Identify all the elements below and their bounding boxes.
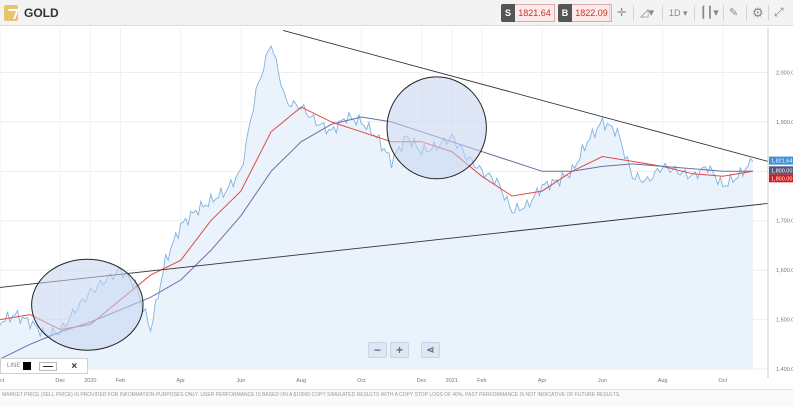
zoom-gap: [412, 342, 418, 358]
buy-price: 1822.09: [572, 4, 612, 22]
current-price-label: 1,821.64: [771, 159, 792, 165]
chart-header: GOLD S 1821.64 B 1822.09 ✛ ◿▾ 1D ▾ ┃┃▾ ✎…: [0, 0, 793, 26]
price-area: [0, 46, 753, 369]
zoom-in-button[interactable]: +: [390, 342, 409, 358]
gold-logo-icon: [4, 5, 18, 21]
zoom-out-button[interactable]: −: [368, 342, 387, 358]
current-price-badge: [769, 156, 793, 165]
toolbar-divider: [662, 5, 663, 21]
x-tick-label: Aug: [296, 378, 306, 384]
sell-price-button[interactable]: S 1821.64: [501, 4, 555, 22]
y-tick-label: 2,000.00: [776, 70, 793, 76]
share-button[interactable]: ⋖: [421, 342, 440, 358]
close-icon[interactable]: ×: [71, 360, 78, 372]
price-area-fill: [0, 46, 753, 369]
zoom-controls: − + ⋖: [368, 342, 440, 358]
x-tick-label: Dec: [55, 378, 65, 384]
sell-price: 1821.64: [515, 4, 555, 22]
upper-trendline[interactable]: [282, 30, 769, 162]
y-tick-label: 1,700.00: [776, 219, 793, 225]
chart-type-icon[interactable]: ◿▾: [640, 7, 654, 19]
chart-canvas[interactable]: 2,000.00 1,900.00 1,800.00 1,700.00 1,600.00…: [0, 26, 793, 386]
line-label: LINE: [7, 363, 21, 369]
y-tick-label: 1,900.00: [776, 120, 793, 126]
price-badge-layer: 1,821.64 1,800.00 1,800.00: [769, 156, 793, 183]
buy-tag: B: [558, 4, 572, 22]
x-tick-label: Oct: [0, 378, 5, 384]
x-tick-label: Dec: [417, 378, 427, 384]
toolbar-divider: [768, 5, 769, 21]
y-tick-label: 1,400.00: [776, 367, 793, 373]
x-tick-label: Aug: [658, 378, 668, 384]
ma-price-badge: [769, 174, 793, 183]
x-tick-label: 2020: [84, 378, 96, 384]
highlight-circle-left[interactable]: [31, 258, 144, 351]
y-tick-label: 1,600.00: [776, 268, 793, 274]
ma-slow-badge: [769, 166, 793, 175]
x-tick-label: Feb: [116, 378, 125, 384]
x-tick-label: Feb: [477, 378, 486, 384]
price-chart[interactable]: 2,000.00 1,900.00 1,800.00 1,700.00 1,600.00…: [0, 26, 793, 386]
instrument-symbol: GOLD: [24, 6, 59, 20]
toolbar-divider: [746, 5, 747, 21]
ma-price-label: 1,800.00: [771, 176, 792, 182]
crosshair-icon[interactable]: ✛: [617, 7, 627, 19]
highlight-layer[interactable]: [31, 76, 487, 351]
disclaimer-text: MARKET PRICE (SELL PRICE) IS PROVIDED FO…: [0, 389, 793, 407]
x-tick-label: Apr: [176, 378, 185, 384]
x-tick-label: Jun: [237, 378, 246, 384]
gear-icon[interactable]: ⚙: [752, 5, 764, 20]
buy-price-button[interactable]: B 1822.09: [558, 4, 612, 22]
toolbar-divider: [694, 5, 695, 21]
x-tick-label: Oct: [719, 378, 728, 384]
toolbar-divider: [633, 5, 634, 21]
toolbar-divider: [723, 5, 724, 21]
expand-icon[interactable]: ⤢: [774, 5, 784, 19]
ma-slow-label: 1,800.00: [771, 168, 792, 174]
x-tick-label: Jun: [598, 378, 607, 384]
share-icon: ⋖: [426, 344, 435, 356]
x-tick-label: Oct: [357, 378, 366, 384]
candlestick-icon[interactable]: ┃┃▾: [700, 7, 719, 19]
highlight-circle-right[interactable]: [386, 76, 487, 180]
drawing-tools-icon[interactable]: ✎: [729, 7, 739, 19]
interval-label: 1D: [669, 8, 681, 18]
sell-tag: S: [501, 4, 515, 22]
line-style-panel: LINE ×: [0, 358, 88, 374]
toolbar-divider: [609, 5, 610, 21]
interval-selector[interactable]: 1D ▾: [669, 8, 688, 18]
line-stroke-selector[interactable]: [39, 361, 58, 371]
x-tick-label: Apr: [538, 378, 547, 384]
line-color-swatch[interactable]: [23, 362, 32, 370]
y-tick-label: 1,500.00: [776, 318, 793, 324]
x-tick-label: 2021: [446, 378, 458, 384]
